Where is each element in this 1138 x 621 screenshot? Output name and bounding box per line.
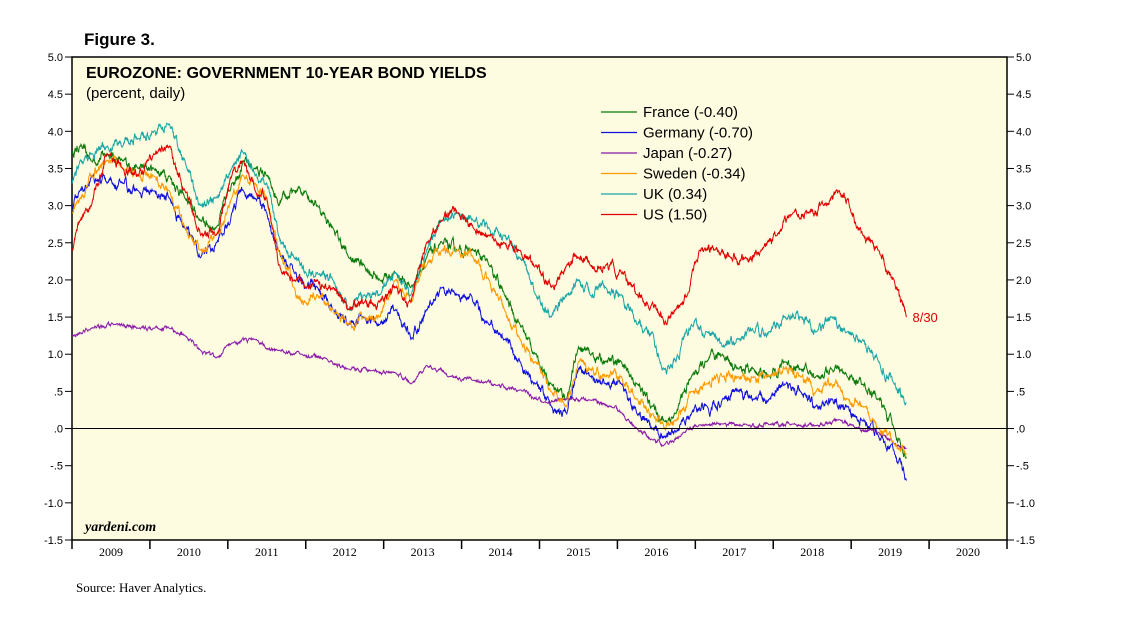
legend-label-japan: Japan (-0.27) [643, 145, 732, 162]
watermark: yardeni.com [83, 520, 156, 535]
series-line-sweden [71, 154, 907, 456]
legend-label-sweden: Sweden (-0.34) [643, 166, 746, 183]
x-tick-label: 2020 [956, 545, 980, 559]
x-tick-label: 2010 [177, 545, 201, 559]
legend-label-us: US (1.50) [643, 207, 707, 224]
chart-subtitle: (percent, daily) [86, 85, 185, 102]
x-tick-label: 2018 [800, 545, 824, 559]
chart-title: EUROZONE: GOVERNMENT 10-YEAR BOND YIELDS [86, 65, 487, 82]
axes: 5.0 5.0 4.5 4.5 4.0 4.0 3.5 3.5 3.0 3.0 2.5 2.5 2.0 2… [44, 52, 1035, 559]
y-tick-label-left: 3.5 [48, 163, 63, 175]
y-tick-label-right: 4.5 [1016, 89, 1031, 101]
y-tick-label-right: 3.5 [1016, 163, 1031, 175]
series-line-germany [71, 172, 907, 481]
series-line-japan [71, 320, 907, 451]
legend-label-uk: UK (0.34) [643, 186, 707, 203]
y-tick-label-left: 2.5 [48, 238, 63, 250]
x-tick-label: 2009 [99, 545, 123, 559]
y-tick-label-right: 1.5 [1016, 312, 1031, 324]
legend: France (-0.40) Germany (-0.70) Japan (-0.2… [601, 104, 753, 224]
y-tick-label-right: -1.0 [1016, 498, 1035, 510]
y-tick-label-left: -1.0 [44, 498, 63, 510]
y-tick-label-left: 2.0 [48, 275, 63, 287]
y-tick-label-left: -.5 [50, 461, 63, 473]
y-tick-label-right: 4.0 [1016, 126, 1031, 138]
legend-label-france: France (-0.40) [643, 104, 738, 121]
y-tick-label-right: -.5 [1016, 461, 1029, 473]
series-line-us [71, 144, 907, 326]
y-tick-label-right: 5.0 [1016, 52, 1031, 64]
y-tick-label-right: 1.0 [1016, 349, 1031, 361]
series-lines [71, 122, 907, 481]
y-tick-label-left: 5.0 [48, 52, 63, 64]
y-tick-label-left: .0 [54, 424, 63, 436]
series-line-uk [71, 122, 907, 406]
y-tick-label-left: 1.0 [48, 349, 63, 361]
x-tick-label: 2016 [644, 545, 668, 559]
y-tick-label-right: .0 [1016, 424, 1025, 436]
x-tick-label: 2015 [566, 545, 590, 559]
y-tick-label-left: -1.5 [44, 535, 63, 547]
legend-label-germany: Germany (-0.70) [643, 125, 753, 142]
source-note: Source: Haver Analytics. [76, 580, 206, 595]
y-tick-label-right: .5 [1016, 386, 1025, 398]
y-tick-label-right: 2.5 [1016, 238, 1031, 250]
y-tick-label-left: 3.0 [48, 201, 63, 213]
y-tick-label-right: 3.0 [1016, 201, 1031, 213]
x-tick-label: 2013 [411, 545, 435, 559]
x-tick-label: 2012 [333, 545, 357, 559]
y-tick-label-right: 2.0 [1016, 275, 1031, 287]
y-tick-label-left: 4.5 [48, 89, 63, 101]
y-tick-label-left: 4.0 [48, 126, 63, 138]
y-tick-label-right: -1.5 [1016, 535, 1035, 547]
x-tick-label: 2019 [878, 545, 902, 559]
y-tick-label-left: .5 [54, 386, 63, 398]
y-tick-label-left: 1.5 [48, 312, 63, 324]
x-tick-label: 2017 [722, 545, 746, 559]
x-tick-label: 2011 [255, 545, 279, 559]
figure-label: Figure 3. [84, 30, 155, 49]
us-date-annotation: 8/30 [912, 310, 937, 325]
x-tick-label: 2014 [489, 545, 513, 559]
